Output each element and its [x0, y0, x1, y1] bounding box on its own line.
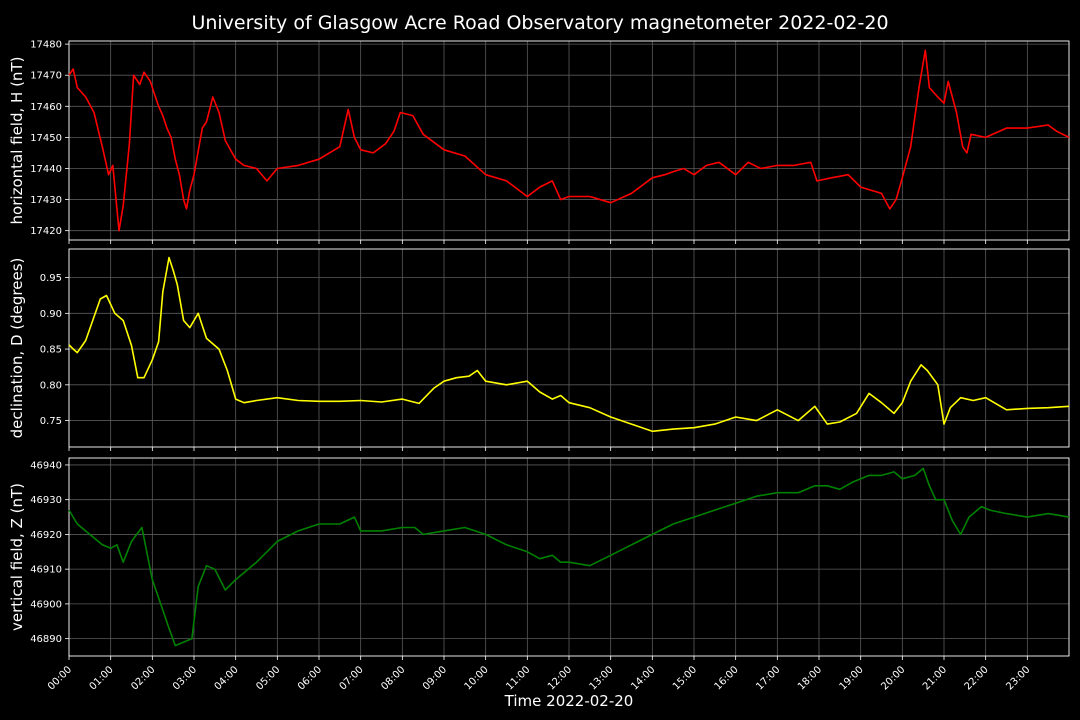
- x-tick-label: 01:00: [88, 664, 116, 692]
- series-line: [68, 256, 1070, 433]
- x-tick-label: 02:00: [129, 664, 157, 692]
- y-tick-label: 17430: [30, 195, 62, 206]
- series-line: [68, 467, 1070, 647]
- x-tick-label: 17:00: [754, 664, 782, 692]
- y-tick-label: 17420: [30, 226, 62, 237]
- x-tick-label: 04:00: [213, 664, 241, 692]
- x-tick-label: 15:00: [671, 664, 699, 692]
- chart-title: University of Glasgow Acre Road Observat…: [191, 12, 888, 34]
- y-axis-label: vertical field, Z (nT): [8, 483, 26, 631]
- y-tick-label: 17440: [30, 164, 62, 175]
- series-line: [68, 49, 1070, 232]
- x-tick-label: 03:00: [171, 664, 199, 692]
- x-tick-label: 20:00: [879, 664, 907, 692]
- x-tick-label: 21:00: [921, 664, 949, 692]
- y-tick-label: 17480: [30, 40, 62, 51]
- axes-frame: [68, 457, 1070, 657]
- x-tick-label: 16:00: [713, 664, 741, 692]
- x-tick-label: 11:00: [504, 664, 532, 692]
- y-tick-label: 17460: [30, 102, 62, 113]
- y-tick-label: 0.95: [40, 273, 62, 284]
- axes-frame: [68, 248, 1070, 448]
- x-tick-label: 05:00: [254, 664, 282, 692]
- panel-3: 46890 46900 46910 46920 46930 46940 vertical f…: [8, 457, 1070, 660]
- axes-frame: [68, 40, 1070, 241]
- y-tick-label: 46930: [30, 495, 62, 506]
- x-tick-label: 23:00: [1004, 664, 1032, 692]
- x-tick-label: 10:00: [463, 664, 491, 692]
- x-tick-label: 08:00: [379, 664, 407, 692]
- y-tick-label: 0.85: [40, 345, 62, 356]
- x-axis-label: Time 2022-02-20: [504, 692, 634, 710]
- x-tick-label: 19:00: [838, 664, 866, 692]
- y-tick-label: 0.75: [40, 416, 62, 427]
- y-tick-label: 46940: [30, 460, 62, 471]
- y-tick-label: 46910: [30, 565, 62, 576]
- x-tick-label: 18:00: [796, 664, 824, 692]
- x-tick-label: 00:00: [46, 664, 74, 692]
- panel-1: 17420 17430 17440 17450 17460 17470 17480 horiz…: [8, 40, 1070, 244]
- y-tick-label: 0.80: [40, 380, 62, 391]
- y-tick-label: 46920: [30, 530, 62, 541]
- y-tick-label: 17470: [30, 71, 62, 82]
- panel-2: 0.75 0.80 0.85 0.90 0.95 declination, D (degr…: [8, 248, 1070, 451]
- x-tick-label: 13:00: [588, 664, 616, 692]
- x-tick-label: 06:00: [296, 664, 324, 692]
- y-tick-label: 46890: [30, 634, 62, 645]
- y-axis-label: declination, D (degrees): [8, 258, 26, 439]
- chart-panels: 17420 17430 17440 17450 17460 17470 17480 horiz…: [8, 40, 1070, 693]
- x-tick-label: 22:00: [963, 664, 991, 692]
- y-tick-label: 17450: [30, 133, 62, 144]
- x-tick-labels: 00:00 01:00 02:00 03:00 04:00 05:00 06:00 07:00…: [46, 664, 1032, 692]
- y-tick-label: 0.90: [40, 309, 62, 320]
- y-axis-label: horizontal field, H (nT): [8, 57, 26, 225]
- x-tick-label: 07:00: [338, 664, 366, 692]
- x-tick-label: 12:00: [546, 664, 574, 692]
- x-tick-label: 14:00: [629, 664, 657, 692]
- y-tick-label: 46900: [30, 599, 62, 610]
- x-tick-label: 09:00: [421, 664, 449, 692]
